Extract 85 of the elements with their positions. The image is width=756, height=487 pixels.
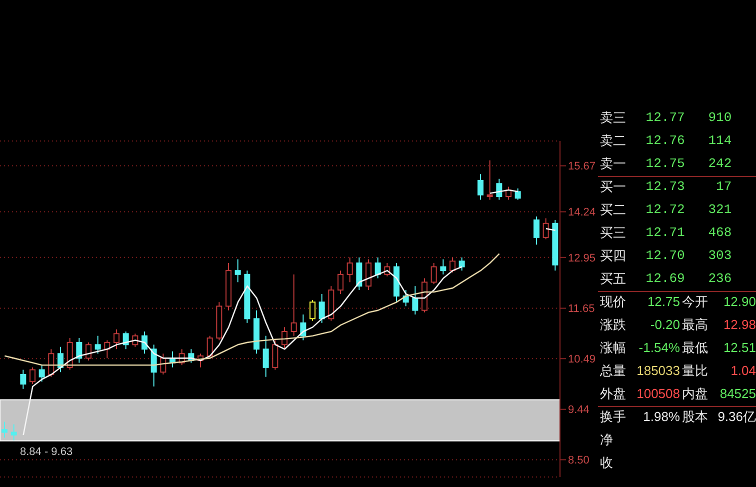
text: 买一: [600, 178, 626, 196]
text: 12.76 114: [646, 133, 732, 148]
text: 最低: [682, 339, 709, 357]
candlestick: [486, 160, 493, 200]
candlestick: [76, 338, 82, 364]
candlestick: [272, 340, 278, 370]
candlestick: [2, 421, 8, 438]
text: 外盘: [600, 385, 627, 403]
text: 股本: [682, 408, 709, 426]
text: 量比: [682, 362, 709, 380]
candlestick: [20, 369, 26, 390]
text: 卖二: [600, 132, 626, 150]
y-tick-label: 11.65: [568, 303, 595, 316]
text: 12.98: [722, 316, 756, 334]
text: 净: [600, 431, 613, 449]
y-tick-label: 9.44: [568, 404, 590, 416]
candlestick: [478, 174, 484, 200]
candlestick: [234, 258, 241, 283]
y-tick-label: 12.95: [568, 252, 596, 264]
candlestick: [356, 256, 362, 291]
candlestick: [48, 348, 54, 378]
candlestick: [38, 364, 45, 382]
text: 今开: [682, 293, 709, 311]
candlestick: [450, 256, 456, 273]
candlestick: [282, 326, 288, 350]
text: 12.75: [646, 293, 680, 311]
text: -0.20: [649, 316, 680, 334]
y-tick-label: 10.49: [568, 354, 596, 366]
candlestick: [412, 286, 418, 315]
candlestick: [374, 256, 381, 279]
y-tick-label: 14.24: [568, 206, 596, 219]
text: 12.90: [722, 293, 756, 311]
text: 100508: [636, 385, 680, 403]
candlestick: [30, 366, 36, 385]
candlestick: [440, 258, 446, 275]
candlestick: [430, 262, 437, 285]
text: 收: [600, 454, 613, 472]
text: 12.72 321: [646, 202, 732, 217]
text: 买三: [600, 224, 626, 242]
candlestick: [496, 178, 502, 200]
candlestick: [366, 258, 372, 291]
text: -1.54%: [638, 339, 680, 357]
candlestick: [262, 335, 269, 378]
text: 12.77 910: [646, 110, 732, 125]
text: 12.70 303: [646, 248, 732, 263]
text: 总量: [600, 362, 627, 380]
candlestick: [310, 300, 316, 322]
candlestick: [458, 256, 465, 272]
text: 卖一: [600, 155, 626, 173]
text: 12.51: [722, 339, 756, 357]
text: 涨跌: [600, 316, 627, 334]
candlestick: [10, 424, 17, 441]
candlestick: [514, 188, 521, 200]
candlestick: [542, 218, 549, 240]
text: 1.98%: [642, 408, 680, 426]
y-tick-label: 8.50: [568, 454, 590, 467]
text: 1.04: [730, 362, 756, 380]
text: 84525: [718, 385, 756, 403]
text: 买四: [600, 247, 626, 265]
candlestick: [94, 335, 101, 354]
text: 9.36亿: [716, 408, 756, 426]
text: 185033: [636, 362, 680, 380]
candlestick: [114, 328, 120, 350]
text: 涨幅: [600, 339, 627, 357]
text: 12.71 468: [646, 225, 732, 240]
candlestick: [338, 270, 344, 295]
text: 卖三: [600, 109, 626, 127]
text: 内盘: [682, 385, 709, 403]
candlestick: [534, 216, 540, 246]
text: 12.73 17: [646, 179, 732, 194]
text: 现价: [600, 293, 627, 311]
candlestick: [318, 294, 325, 324]
y-tick-label: 15.67: [568, 160, 596, 173]
candlestick: [122, 330, 129, 350]
text: 换手: [600, 408, 627, 426]
text: 12.69 236: [646, 271, 732, 286]
candlestick: [206, 335, 213, 359]
band-label: 8.84 - 9.63: [20, 446, 73, 458]
text: 买五: [600, 270, 626, 288]
text: 最高: [682, 316, 709, 334]
candlestick: [86, 342, 92, 361]
candlestick: [346, 256, 353, 283]
text: 12.75 242: [646, 156, 732, 171]
candlestick: [290, 274, 297, 336]
text: 买二: [600, 201, 626, 219]
